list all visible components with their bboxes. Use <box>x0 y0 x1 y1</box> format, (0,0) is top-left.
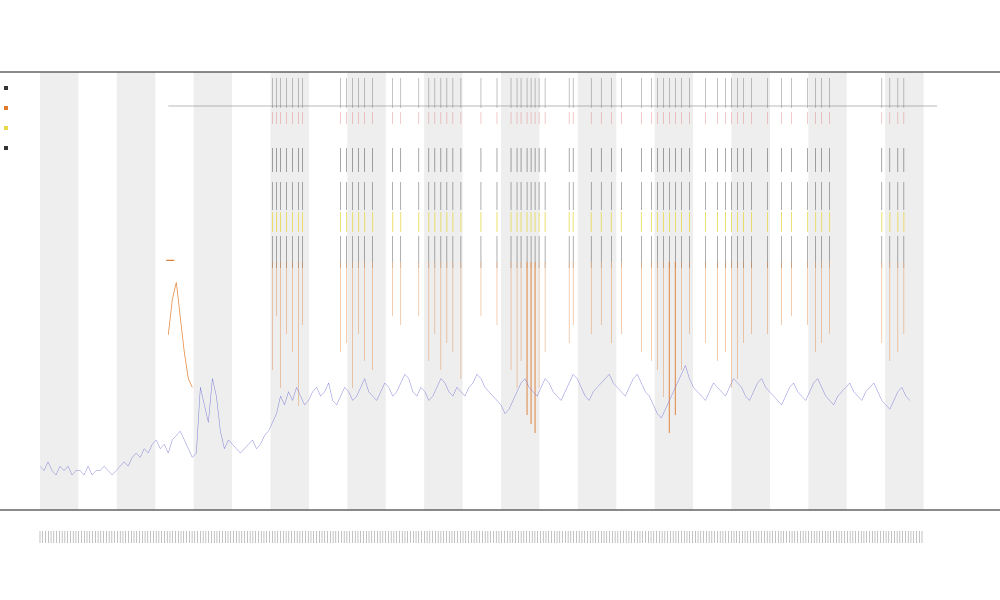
band-8 <box>577 72 617 510</box>
band-5 <box>347 72 386 510</box>
band-2 <box>116 72 156 510</box>
band-10 <box>731 72 770 510</box>
band-1 <box>40 72 79 510</box>
band-11 <box>808 72 847 510</box>
legend <box>3 80 15 160</box>
legend-swatch-4 <box>4 146 8 150</box>
legend-item-4[interactable] <box>3 140 15 160</box>
legend-item-2[interactable] <box>3 100 15 120</box>
series-baseline <box>39 364 911 476</box>
event-columns <box>272 78 905 433</box>
series-secondary <box>167 282 193 388</box>
legend-swatch-2 <box>4 106 8 110</box>
x-tick-labels <box>39 531 923 543</box>
band-9 <box>654 72 694 510</box>
legend-swatch-3 <box>4 126 8 130</box>
band-3 <box>193 72 233 510</box>
legend-item-3[interactable] <box>3 120 15 140</box>
band-7 <box>501 72 540 510</box>
legend-swatch-1 <box>4 86 8 90</box>
band-6 <box>424 72 463 510</box>
band-12 <box>885 72 924 510</box>
legend-item-1[interactable] <box>3 80 15 100</box>
series-layer <box>39 259 911 476</box>
background-bands <box>40 72 924 510</box>
axes <box>0 71 1000 511</box>
band-4 <box>270 72 309 510</box>
